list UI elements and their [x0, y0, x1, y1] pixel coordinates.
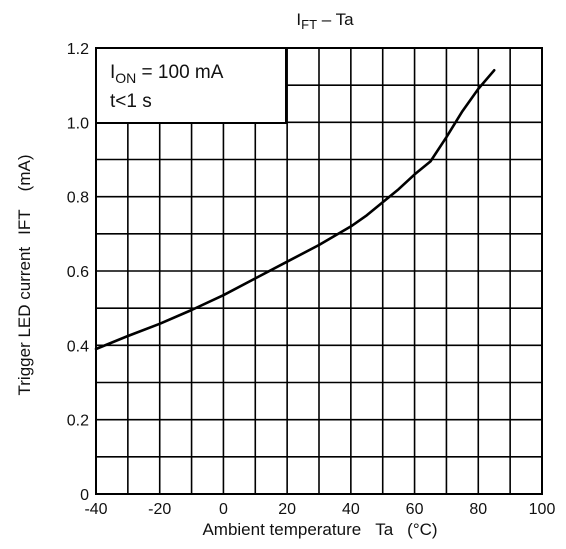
- y-tick-label: 0.8: [67, 190, 89, 207]
- series-group: [94, 69, 496, 351]
- x-tick-label: 0: [219, 501, 228, 518]
- grid: [96, 48, 542, 494]
- y-axis-label: Trigger LED currentIFT(mA): [15, 155, 34, 396]
- chart-title: IFT – Ta: [296, 10, 354, 32]
- x-tick-label: 80: [469, 501, 487, 518]
- y-tick-label: 0.2: [67, 413, 89, 430]
- x-tick-label: 100: [529, 501, 556, 518]
- y-tick-label: 1.0: [67, 115, 89, 132]
- annotation-line-2: t<1 s: [110, 91, 152, 112]
- x-axis-label: Ambient temperature Ta (°C): [202, 520, 437, 539]
- plot-frame: [95, 47, 543, 495]
- y-tick-label: 0: [80, 487, 89, 504]
- annotation-box: ION = 100 mA t<1 s: [95, 47, 287, 124]
- annotation-line-1: ION = 100 mA: [110, 62, 224, 86]
- series-line-0: [94, 69, 496, 351]
- y-tick-labels: 0 0.2 0.4 0.6 0.8 1.0 1.2: [67, 41, 89, 504]
- y-tick-label: 0.4: [67, 338, 89, 355]
- x-tick-label: 40: [342, 501, 360, 518]
- x-tick-labels: -40 -20 0 20 40 60 80 100: [84, 501, 555, 518]
- y-tick-label: 1.2: [67, 41, 89, 58]
- x-tick-label: 60: [406, 501, 424, 518]
- x-tick-label: -40: [84, 501, 107, 518]
- x-tick-label: 20: [278, 501, 296, 518]
- x-tick-label: -20: [148, 501, 171, 518]
- y-tick-label: 0.6: [67, 264, 89, 281]
- annotation-background: [95, 47, 287, 124]
